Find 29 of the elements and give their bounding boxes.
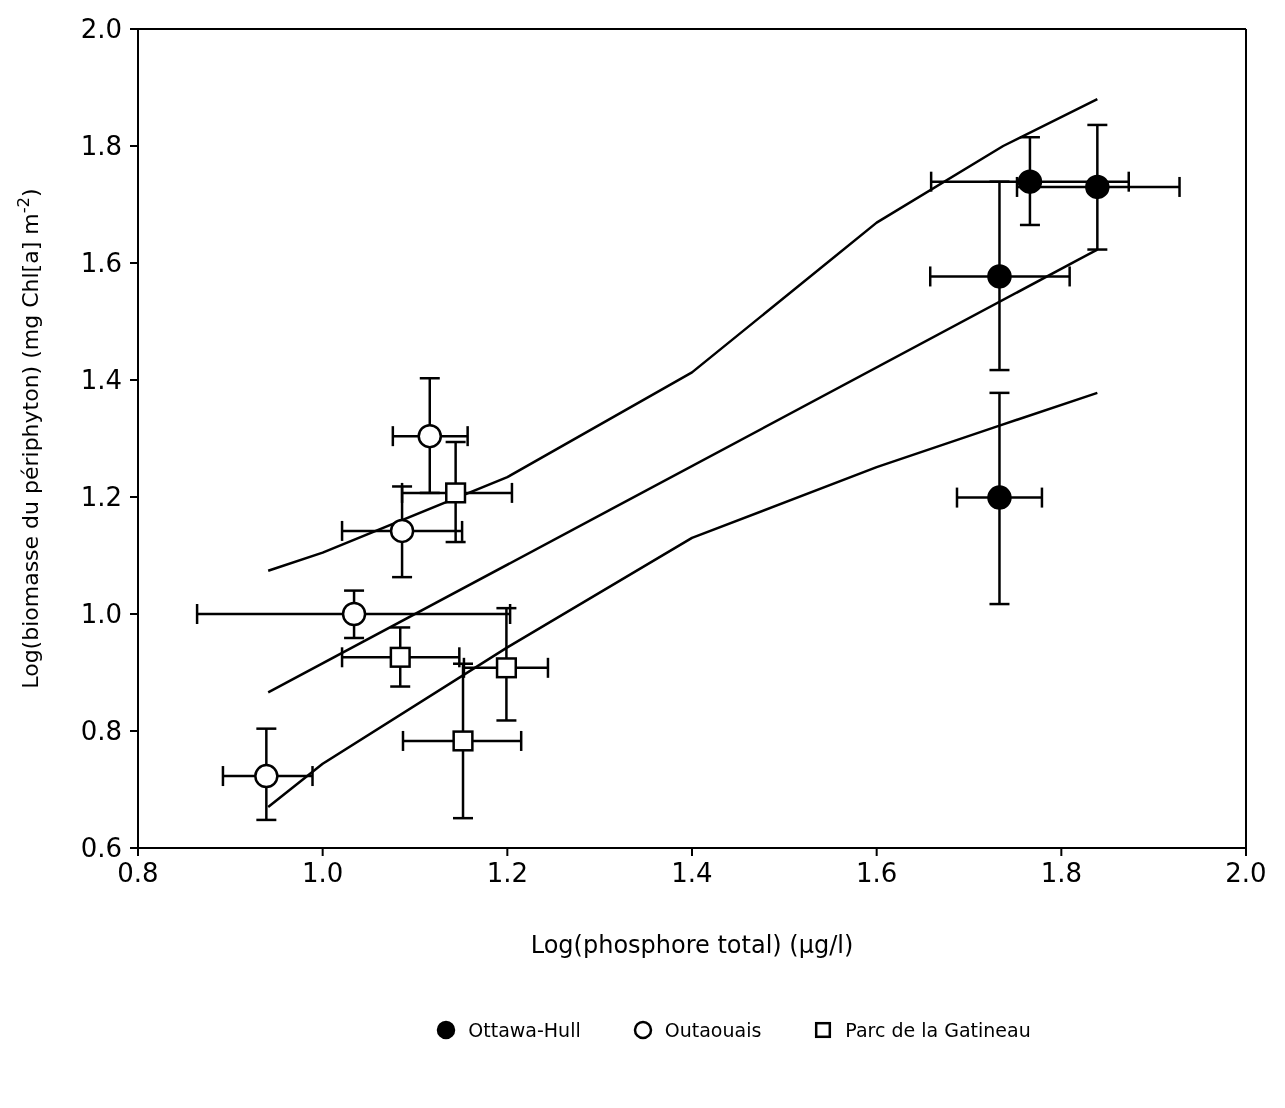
- legend-label: Parc de la Gatineau: [845, 1019, 1031, 1041]
- x-tick-label: 1.2: [486, 858, 529, 889]
- legend-label: Ottawa-Hull: [468, 1019, 581, 1041]
- x-tick-label: 1.6: [855, 858, 898, 889]
- y-tick-label: 1.2: [80, 482, 122, 513]
- point: [452, 730, 474, 752]
- x-tick-label: 1.0: [301, 858, 344, 889]
- point: [445, 482, 467, 504]
- x-tick-label: 2.0: [1225, 858, 1267, 889]
- x-axis-title: Log(phosphore total) (µg/l): [530, 931, 854, 959]
- y-tick-label: 1.0: [80, 599, 122, 630]
- point: [417, 423, 443, 449]
- point: [987, 264, 1012, 289]
- point: [495, 657, 518, 679]
- y-tick-label: 2.0: [80, 14, 122, 45]
- point: [389, 518, 415, 544]
- point: [389, 646, 411, 668]
- point: [341, 601, 367, 627]
- y-tick-label: 1.6: [80, 248, 122, 279]
- point: [254, 763, 279, 789]
- y-tick-label: 0.8: [80, 716, 122, 747]
- point: [1017, 169, 1043, 194]
- point: [987, 485, 1012, 510]
- x-tick-label: 1.4: [671, 858, 713, 889]
- legend-label: Outaouais: [664, 1019, 762, 1041]
- x-tick-label: 1.8: [1040, 858, 1083, 889]
- y-tick-label: 1.4: [80, 365, 122, 396]
- y-tick-label: 1.8: [80, 131, 122, 162]
- point: [1085, 174, 1110, 200]
